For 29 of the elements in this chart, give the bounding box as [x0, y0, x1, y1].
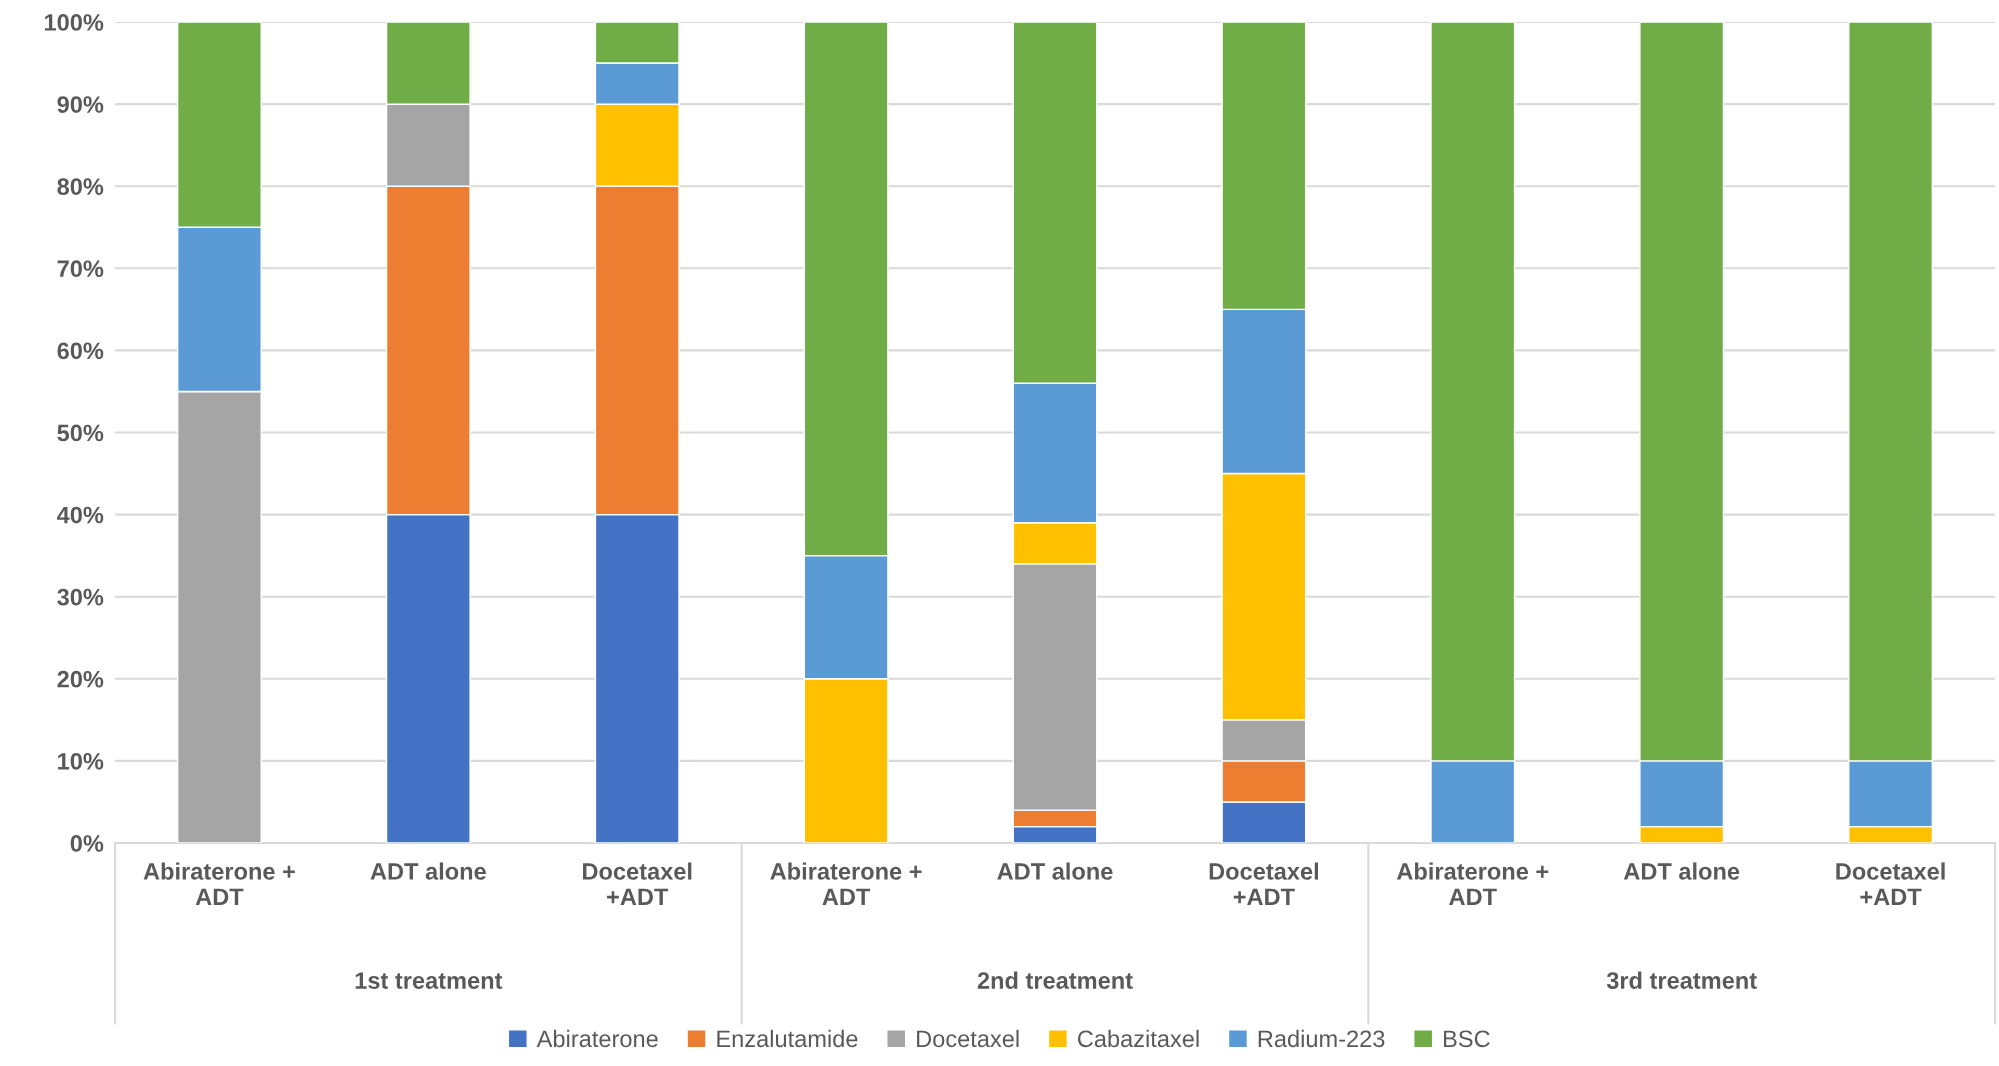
y-tick-label: 50%	[57, 424, 104, 442]
y-tick-label: 0%	[70, 835, 104, 852]
y-tick-label: 70%	[57, 260, 104, 278]
y-tick-label: 20%	[57, 670, 104, 688]
legend-label: Docetaxel	[917, 1029, 1019, 1048]
x-tick-label: Docetaxel +ADT	[1209, 862, 1318, 905]
x-tick-label: ADT alone	[370, 862, 486, 880]
y-tick-label: 30%	[57, 588, 104, 606]
y-tick-label: 10%	[58, 752, 104, 770]
legend-label: Enzalutamide	[717, 1029, 858, 1048]
x-tick-label: Abiraterone + ADT	[770, 862, 922, 905]
y-tick-label: 80%	[57, 178, 104, 195]
x-tick-label: Docetaxel +ADT	[583, 862, 692, 905]
y-tick-label: 100%	[44, 14, 104, 31]
y-tick-label: 90%	[57, 96, 104, 113]
y-tick-label: 60%	[57, 342, 104, 360]
legend-label: Abiraterone	[536, 1029, 658, 1048]
x-tick-label: Abiraterone + ADT	[143, 862, 295, 905]
y-tick-label: 40%	[56, 506, 104, 524]
legend-label: Radium-223	[1258, 1029, 1385, 1048]
legend-label: Cabazitaxel	[1077, 1029, 1199, 1048]
text: 3rd treatment	[1606, 971, 1757, 989]
x-tick-label: Docetaxel +ADT	[1836, 862, 1945, 905]
text: 2nd treatment	[977, 971, 1133, 989]
legend-label: BSC	[1444, 1030, 1490, 1048]
x-tick-label: ADT alone	[997, 862, 1113, 880]
x-tick-label: ADT alone	[1623, 862, 1740, 880]
text: 1st treatment	[355, 972, 503, 989]
x-tick-label: Abiraterone + ADT	[1396, 862, 1549, 905]
